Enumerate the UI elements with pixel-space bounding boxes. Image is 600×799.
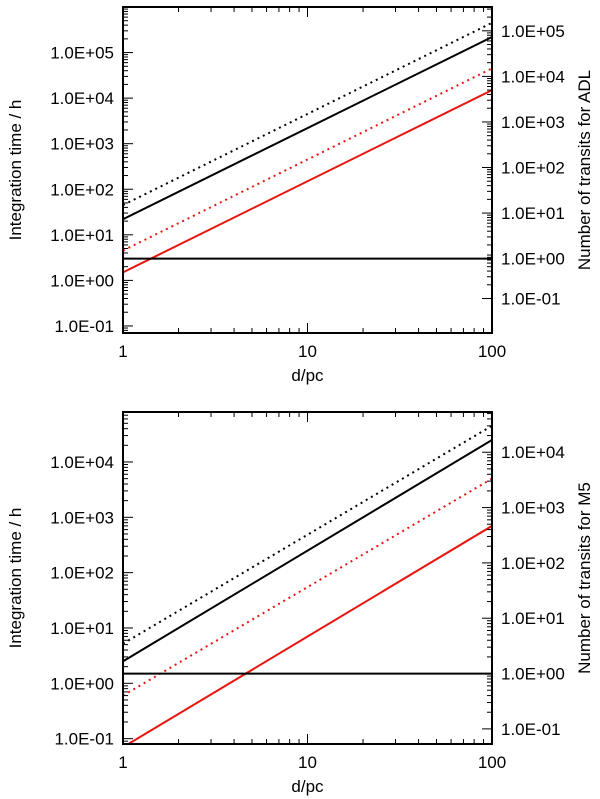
x-tick-label: 10 [298, 342, 317, 361]
y2-tick-label: 1.0E+00 [501, 665, 565, 684]
series-line-2 [123, 439, 492, 663]
x-tick-label: 1 [118, 753, 127, 772]
y2-tick-label: 1.0E+02 [501, 159, 565, 178]
y-tick-label: 1.0E+01 [50, 226, 114, 245]
y-tick-label: 1.0E+03 [50, 135, 114, 154]
y-tick-label: 1.0E+04 [50, 89, 114, 108]
series-line-4 [126, 525, 492, 744]
y-tick-label: 1.0E+02 [50, 180, 114, 199]
y-tick-label: 1.0E+03 [50, 508, 114, 527]
plot-frame [122, 6, 493, 334]
y-tick-label: 1.0E-01 [54, 317, 114, 336]
y-tick-label: 1.0E+05 [50, 44, 114, 63]
series-group [123, 424, 492, 744]
y-tick-label: 1.0E+00 [50, 271, 114, 290]
y-axis-label: Integration time / h [6, 100, 25, 241]
y2-axis-label: Number of transits for M5 [575, 482, 594, 674]
y2-tick-label: 1.0E-01 [501, 720, 561, 739]
y-tick-label: 1.0E+04 [50, 453, 114, 472]
y2-tick-label: 1.0E+01 [501, 204, 565, 223]
chart-panel-1: 1 10 100 1.0E-01 1.0E+00 1.0E+01 1.0E+02 1.0E+0… [6, 6, 594, 385]
series-line-1 [123, 21, 492, 206]
x-tick-label: 1 [118, 342, 127, 361]
y-axis-label: Integration time / h [6, 508, 25, 649]
y2-tick-label: 1.0E+01 [501, 609, 565, 628]
x-tick-label: 10 [298, 753, 317, 772]
x-tick-label: 100 [478, 753, 506, 772]
series-line-3 [123, 477, 492, 697]
y2-tick-label: 1.0E+04 [501, 443, 565, 462]
y2-tick-label: 1.0E+02 [501, 554, 565, 573]
series-group [123, 21, 492, 274]
series-line-1 [123, 424, 492, 645]
y2-tick-label: 1.0E+03 [501, 499, 565, 518]
chart-panel-2: 1 10 100 1.0E-01 1.0E+00 1.0E+01 1.0E+02 1.0E+0… [6, 411, 594, 796]
x-axis-label: d/pc [291, 777, 324, 796]
series-line-4 [123, 89, 492, 274]
y2-tick-label: 1.0E+05 [501, 22, 565, 41]
y-tick-label: 1.0E-01 [54, 730, 114, 749]
x-tick-label: 100 [478, 342, 506, 361]
y-tick-label: 1.0E+01 [50, 619, 114, 638]
y-tick-label: 1.0E+02 [50, 564, 114, 583]
y2-tick-label: 1.0E+00 [501, 250, 565, 269]
y-tick-label: 1.0E+00 [50, 674, 114, 693]
y2-tick-label: 1.0E+03 [501, 113, 565, 132]
series-line-2 [123, 36, 492, 221]
series-line-3 [123, 67, 492, 252]
y2-axis-label: Number of transits for ADL [575, 70, 594, 270]
y2-tick-label: 1.0E+04 [501, 67, 565, 86]
y2-tick-label: 1.0E-01 [501, 290, 561, 309]
x-axis-label: d/pc [291, 366, 324, 385]
plot-frame [122, 411, 493, 745]
